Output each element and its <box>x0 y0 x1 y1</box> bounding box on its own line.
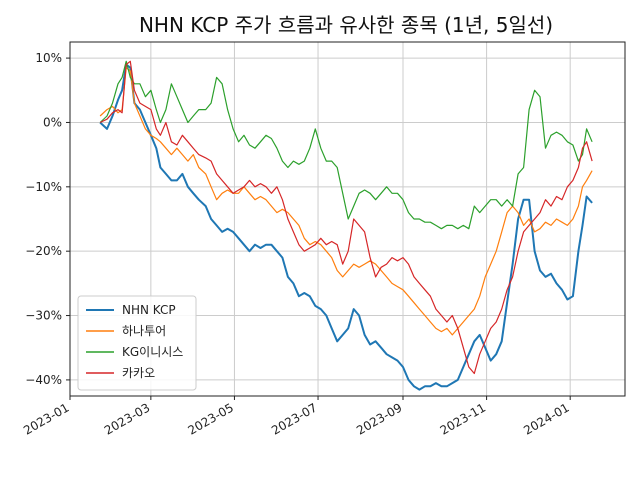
legend-label: KG이니시스 <box>122 345 183 359</box>
y-tick-label: −10% <box>25 180 62 194</box>
chart-title: NHN KCP 주가 흐름과 유사한 종목 (1년, 5일선) <box>139 13 553 37</box>
legend-label: 카카오 <box>122 366 155 380</box>
y-tick-label: −40% <box>25 373 62 387</box>
y-tick-label: −20% <box>25 244 62 258</box>
legend-label: 하나투어 <box>122 324 166 338</box>
grid <box>69 42 625 396</box>
plot-area-frame <box>69 41 626 397</box>
y-tick-label: 10% <box>35 51 62 65</box>
legend-box <box>77 295 197 391</box>
series-line-1 <box>99 63 593 391</box>
y-axis: 10% 0% −10% −20% −30% −40% <box>25 51 70 387</box>
y-tick-label: 0% <box>43 115 62 129</box>
y-tick-label: −30% <box>25 309 62 323</box>
series-line-4 <box>99 60 593 375</box>
legend-label: NHN KCP <box>122 303 176 317</box>
series-line-3 <box>99 60 593 230</box>
series-layer <box>99 60 593 391</box>
series-line-2 <box>99 67 593 336</box>
